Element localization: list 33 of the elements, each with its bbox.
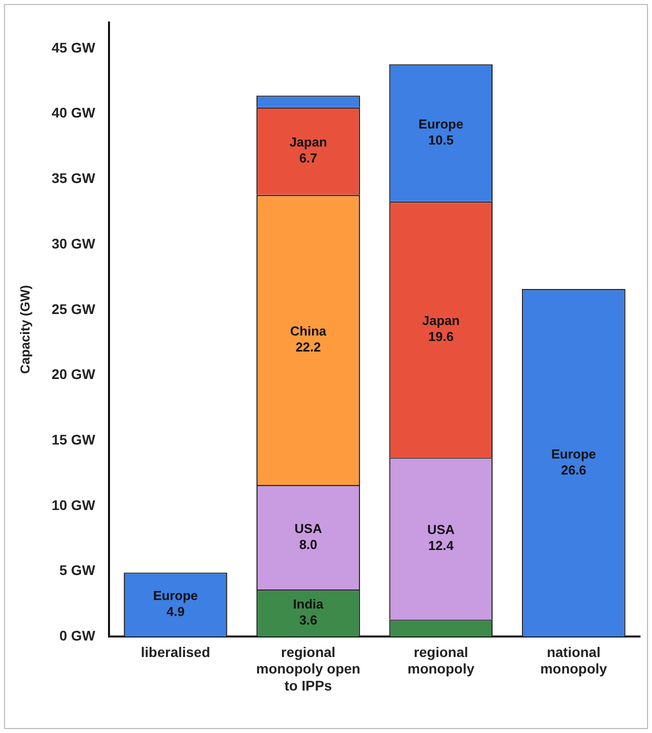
y-tick-label: 20 GW: [52, 366, 96, 382]
text: USA: [427, 522, 455, 538]
data-label: 19.6: [428, 329, 454, 344]
data-label: 26.6: [560, 462, 586, 478]
y-tick-label: 10 GW: [52, 496, 96, 513]
x-tick-label: liberalised: [140, 644, 210, 660]
y-tick-label: 30 GW: [52, 235, 96, 252]
series-label: Europe: [153, 588, 198, 604]
series-label: Japan: [289, 134, 328, 150]
x-tick-label: national monopoly: [540, 644, 608, 677]
x-tick-label: regional monopoly: [407, 644, 475, 677]
text: Europe: [418, 116, 464, 132]
data-label: 6.7: [299, 150, 318, 166]
data-label: 3.6: [299, 612, 318, 628]
series-label: USA: [294, 520, 323, 536]
data-label: 12.4: [428, 538, 454, 554]
y-tick-label: 25 GW: [52, 300, 96, 317]
data-label: 22.2: [296, 340, 321, 355]
y-tick-label: 45 GW: [52, 39, 96, 56]
data-label: 10.5: [428, 132, 454, 148]
x-tick-label: regional monopoly open to IPPs: [256, 644, 360, 694]
text: Europe: [551, 446, 596, 462]
y-tick-label: 40 GW: [52, 104, 96, 121]
data-label: 4.9: [166, 604, 185, 620]
y-tick-label: 5 GW: [59, 562, 96, 578]
y-tick-label: 0 GW: [59, 627, 96, 644]
y-tick-label: 15 GW: [52, 431, 96, 448]
text: Japan: [422, 313, 460, 328]
y-axis-title: Capacity (GW): [17, 285, 32, 374]
series-label: China: [290, 324, 328, 339]
y-tick-label: 35 GW: [52, 170, 96, 186]
series-label: India: [293, 596, 324, 612]
data-label: 8.0: [299, 536, 318, 552]
